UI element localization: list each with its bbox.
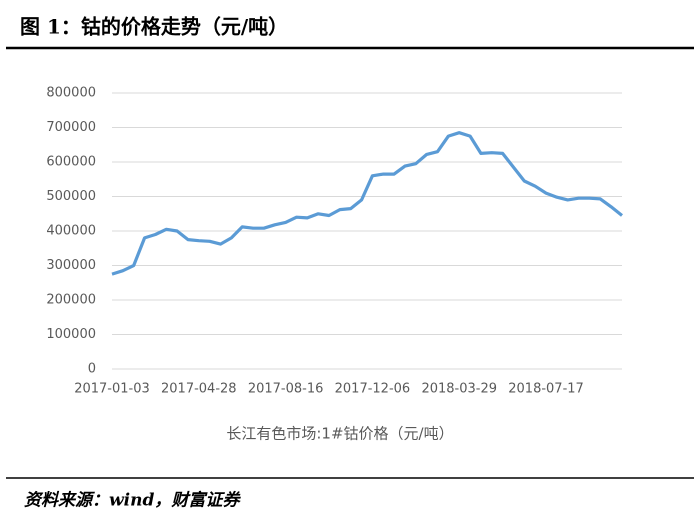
x-tick-label: 2017-08-16: [248, 382, 324, 397]
x-tick-label: 2018-03-29: [421, 382, 497, 397]
series-label: 长江有色市场:1#钴价格（元/吨）: [226, 425, 453, 443]
y-tick-label: 100000: [46, 327, 96, 342]
y-tick-label: 400000: [46, 224, 96, 239]
y-tick-label: 800000: [46, 86, 96, 101]
price-line: [111, 131, 623, 276]
x-tick-label: 2017-12-06: [335, 382, 411, 397]
x-tick-label: 2018-07-17: [508, 382, 584, 397]
figure-title: 图 1：钴的价格走势（元/吨）: [20, 15, 288, 39]
y-tick-label: 600000: [46, 155, 96, 170]
x-tick-label: 2017-01-03: [74, 382, 150, 397]
y-tick-label: 700000: [46, 120, 96, 135]
y-tick-label: 500000: [46, 189, 96, 204]
y-tick-label: 0: [88, 362, 96, 377]
y-tick-label: 200000: [46, 293, 96, 308]
y-tick-label: 300000: [46, 258, 96, 273]
source: 资料来源：wind，财富证券: [24, 491, 241, 511]
x-tick-label: 2017-04-28: [161, 382, 237, 397]
